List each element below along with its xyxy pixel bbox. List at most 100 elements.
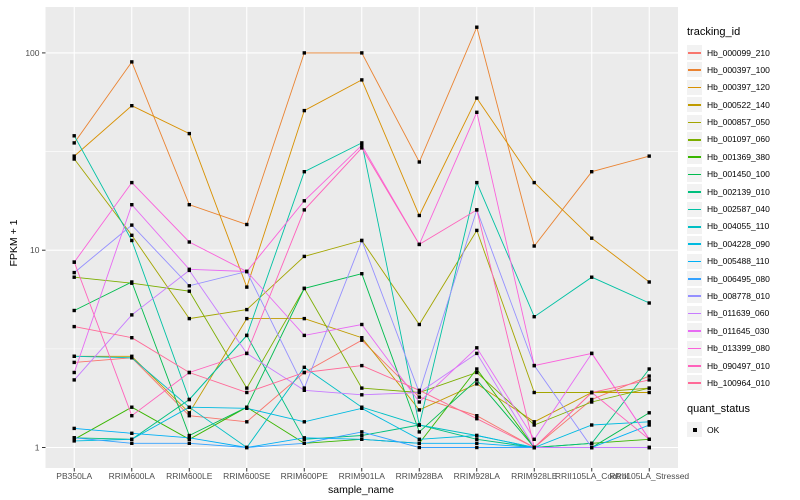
data-point: [72, 270, 76, 275]
data-point: [130, 104, 134, 108]
legend-key-line-icon: [687, 62, 702, 78]
legend-items: Hb_000099_210 Hb_000397_100 Hb_000397_120 H…: [687, 45, 799, 391]
x-tick-label: RRIM600SE: [223, 471, 271, 481]
data-point: [245, 406, 249, 410]
legend-key-line-icon: [687, 149, 702, 165]
legend-label: Hb_000397_100: [707, 64, 770, 75]
legend-item-Hb_000522_140: Hb_000522_140: [687, 97, 799, 113]
data-point: [187, 284, 191, 288]
legend-label: Hb_013399_080: [707, 343, 770, 354]
legend-label: Hb_090497_010: [707, 360, 770, 371]
data-point: [647, 423, 651, 427]
data-point: [532, 420, 536, 424]
data-point: [647, 280, 651, 284]
data-point: [72, 439, 76, 443]
data-point: [360, 363, 364, 368]
data-point: [245, 285, 249, 289]
data-point: [130, 238, 134, 243]
data-point: [72, 154, 76, 158]
legend-label: Hb_000099_210: [707, 47, 770, 58]
data-point: [302, 365, 306, 369]
data-point: [187, 289, 191, 293]
data-point: [72, 275, 76, 279]
legend-label: Hb_001369_380: [707, 151, 770, 162]
data-point: [302, 199, 306, 203]
data-point: [417, 395, 421, 399]
data-point: [360, 433, 364, 438]
legend-key-line-icon: [687, 45, 702, 60]
legend-key-line-icon: [687, 358, 702, 374]
data-point: [475, 437, 479, 441]
data-point: [532, 244, 536, 248]
data-point: [245, 420, 249, 424]
data-point: [187, 405, 191, 409]
data-point: [302, 370, 306, 375]
legend-item-Hb_001369_380: Hb_001369_380: [687, 149, 799, 165]
data-point: [647, 374, 651, 378]
data-point: [130, 336, 134, 340]
data-point: [417, 408, 421, 412]
data-point: [130, 203, 134, 207]
data-point: [187, 203, 191, 207]
data-point: [417, 160, 421, 164]
data-point: [647, 378, 651, 382]
legend-key-line-icon: [687, 114, 702, 130]
data-point: [417, 441, 421, 445]
data-point: [302, 254, 306, 259]
data-point: [302, 286, 306, 291]
x-tick-label: RRIM600LA: [109, 471, 156, 481]
data-point: [417, 430, 421, 434]
legend-item-Hb_004055_110: Hb_004055_110: [687, 218, 799, 234]
data-point: [302, 386, 306, 390]
data-point: [245, 445, 249, 450]
data-point: [532, 423, 536, 427]
data-point: [417, 242, 421, 247]
legend-item-Hb_001450_100: Hb_001450_100: [687, 166, 799, 182]
data-point: [245, 222, 249, 227]
data-point: [245, 386, 249, 390]
data-point: [245, 351, 249, 356]
legend-label: Hb_100964_010: [707, 377, 770, 388]
data-point: [590, 170, 594, 174]
legend-key-line-icon: [687, 236, 702, 252]
data-point: [590, 390, 594, 395]
legend-key-line-icon: [687, 340, 702, 356]
data-point: [590, 275, 594, 279]
legend-title-quant-status: quant_status: [687, 403, 750, 416]
data-point: [475, 445, 479, 450]
data-point: [475, 110, 479, 114]
data-point: [647, 420, 651, 424]
legend-key-line-icon: [687, 375, 702, 391]
data-point: [360, 141, 364, 145]
legend-key-line-icon: [687, 79, 702, 95]
x-tick-label: RRIM928LA: [454, 471, 501, 481]
legend-item-Hb_011645_030: Hb_011645_030: [687, 323, 799, 339]
data-point: [72, 370, 76, 375]
legend-label: Hb_000857_050: [707, 117, 770, 128]
data-point: [590, 397, 594, 402]
data-point: [130, 180, 134, 185]
legend-item-Hb_011639_060: Hb_011639_060: [687, 305, 799, 321]
data-point: [532, 437, 536, 441]
data-point: [130, 431, 134, 435]
legend-key-line-icon: [687, 305, 702, 321]
data-point: [187, 433, 191, 438]
y-tick-label: 10: [30, 245, 40, 255]
data-point: [360, 338, 364, 342]
data-point: [72, 134, 76, 138]
data-point: [647, 437, 651, 441]
x-tick-label: RRII105LA_Stressed: [609, 471, 689, 481]
data-point: [532, 363, 536, 368]
data-point: [302, 170, 306, 174]
data-point: [417, 213, 421, 218]
data-point: [590, 236, 594, 240]
data-point: [130, 356, 134, 360]
x-tick-label: RRIM901LA: [339, 471, 386, 481]
data-point: [245, 390, 249, 395]
data-point: [647, 301, 651, 305]
data-point: [72, 378, 76, 382]
data-point: [647, 386, 651, 390]
legend-item-Hb_000397_120: Hb_000397_120: [687, 79, 799, 95]
data-point: [647, 411, 651, 415]
